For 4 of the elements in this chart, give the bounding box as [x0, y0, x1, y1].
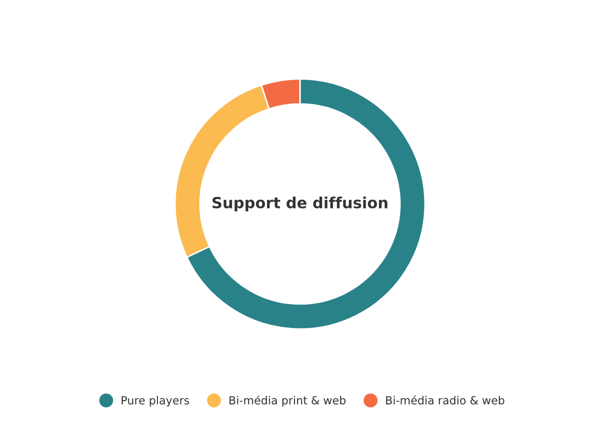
- text: Support de diffusion: [212, 196, 388, 212]
- legend-label: Bi-média print & web: [230, 395, 346, 407]
- legend-label: Bi-média radio & web: [386, 395, 504, 404]
- legend-label: Pure players: [122, 396, 190, 407]
